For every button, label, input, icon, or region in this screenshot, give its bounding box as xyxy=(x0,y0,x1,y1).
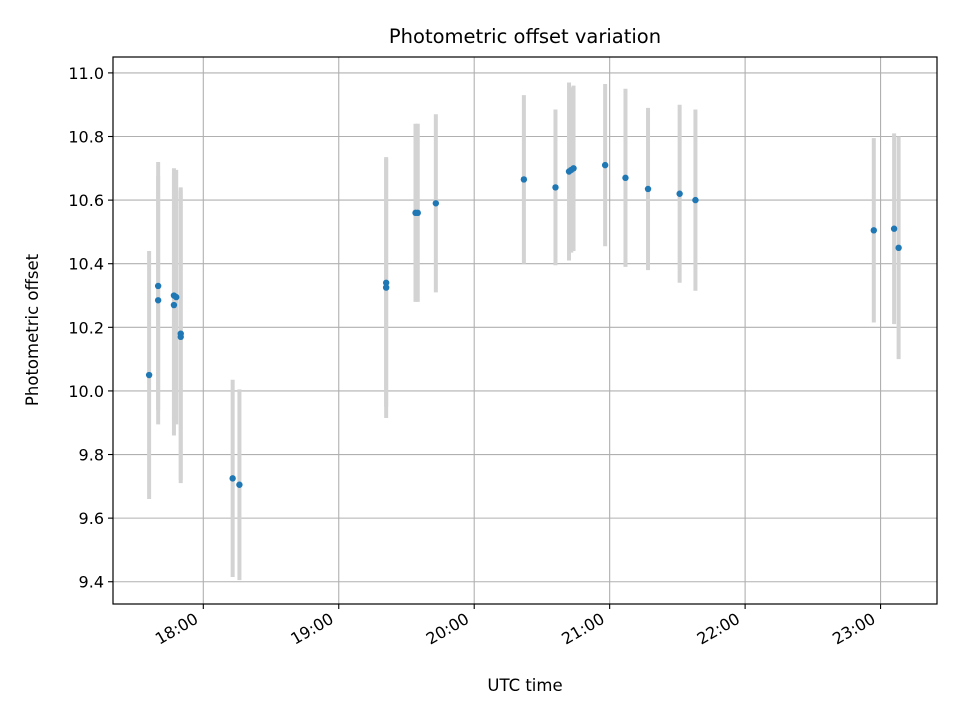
data-point xyxy=(520,176,528,183)
y-tick-label: 10.4 xyxy=(68,255,104,274)
data-point xyxy=(177,333,184,341)
data-point xyxy=(676,190,683,197)
data-point xyxy=(692,196,699,204)
data-point xyxy=(173,293,180,301)
y-tick-label: 9.4 xyxy=(79,573,104,592)
x-axis-label: UTC time xyxy=(487,676,562,695)
data-point xyxy=(170,301,178,309)
data-point xyxy=(644,185,652,193)
data-point xyxy=(432,200,440,207)
data-point xyxy=(229,475,236,482)
y-tick-label: 10.0 xyxy=(68,382,104,401)
data-point xyxy=(154,282,162,290)
data-point xyxy=(870,227,877,234)
y-tick-label: 10.6 xyxy=(68,191,104,210)
y-tick-label: 11.0 xyxy=(68,64,104,83)
plot-frame xyxy=(112,56,938,605)
data-point xyxy=(414,209,421,217)
data-point xyxy=(890,225,898,232)
data-point xyxy=(382,284,390,291)
y-tick-label: 10.8 xyxy=(68,128,104,147)
data-point xyxy=(895,244,902,252)
chart-title: Photometric offset variation xyxy=(389,25,661,48)
data-point xyxy=(382,279,390,286)
data-point xyxy=(570,165,577,172)
data-point xyxy=(154,297,162,304)
data-point xyxy=(145,371,153,379)
y-tick-label: 10.2 xyxy=(68,318,104,337)
y-tick-label: 9.6 xyxy=(79,509,104,528)
y-axis-ticks: 9.4 9.6 9.8 10.0 10.2 10.4 10.6 10.8 11.0 xyxy=(68,64,113,592)
y-tick-label: 9.8 xyxy=(79,446,104,465)
data-point xyxy=(552,184,559,191)
data-points xyxy=(145,161,902,488)
data-point xyxy=(236,481,243,488)
data-point xyxy=(601,161,609,169)
y-axis-label: Photometric offset xyxy=(23,253,42,406)
data-point xyxy=(622,174,629,182)
